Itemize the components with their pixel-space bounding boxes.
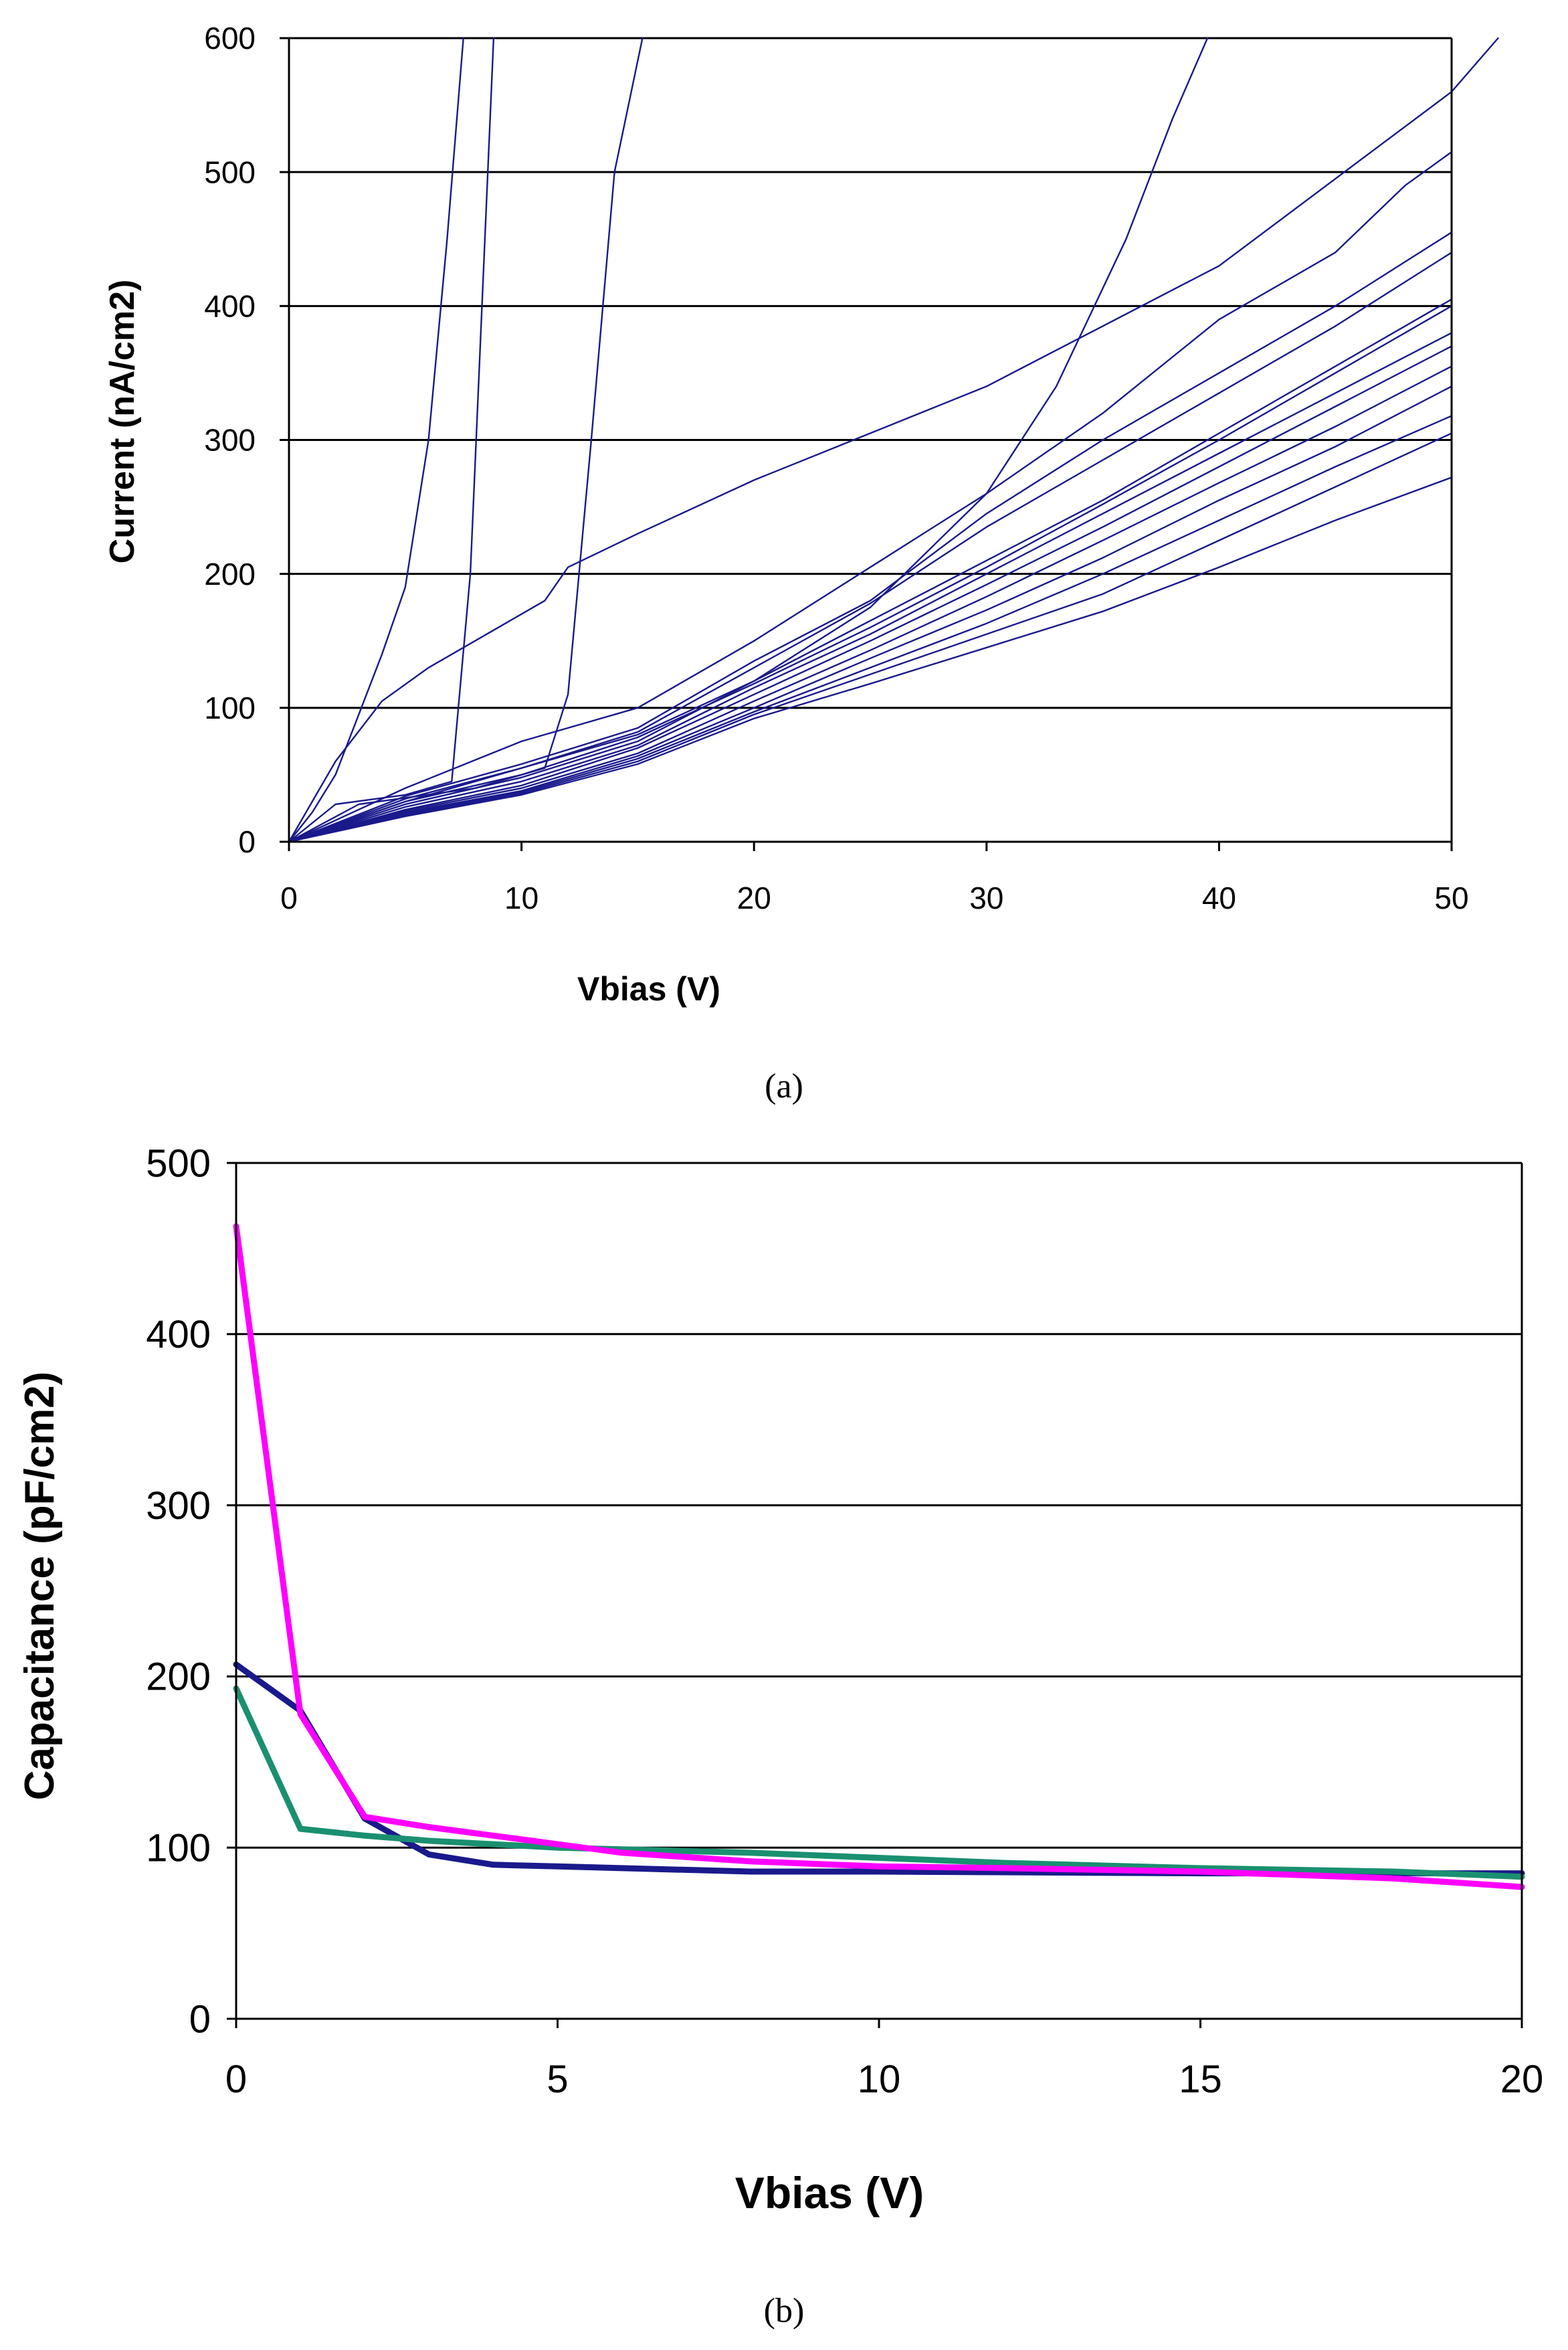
capacitance-y-tick-label-300: 300 [146, 1484, 211, 1528]
current-y-tick-label-100: 100 [204, 691, 256, 725]
current-x-tick-label-10: 10 [504, 881, 538, 915]
current-series-s2 [288, 37, 495, 843]
current-y-tick-label-0: 0 [238, 824, 256, 859]
current-y-tick-label-500: 500 [204, 155, 256, 189]
current-y-tick-label-300: 300 [204, 423, 256, 458]
current-x-tick-label-30: 30 [969, 881, 1003, 915]
current-series-s4 [288, 37, 1499, 843]
current-series-s13 [288, 365, 1453, 843]
current-chart-axes [280, 37, 1453, 851]
capacitance-y-tick-label-500: 500 [146, 1142, 211, 1185]
panel-a-label: (a) [765, 1067, 803, 1105]
capacitance-x-tick-label-10: 10 [858, 2058, 901, 2101]
current-series-s5 [288, 37, 1209, 843]
capacitance-chart-x-tick-labels: 0 5 10 15 20 [225, 2058, 1543, 2101]
capacitance-chart-series-group [233, 1223, 1525, 1890]
current-series-s6 [288, 151, 1453, 843]
capacitance-y-tick-label-100: 100 [146, 1827, 211, 1870]
current-series-s14 [288, 385, 1453, 843]
capacitance-series-green [233, 1685, 1525, 1880]
panel-b-label: (b) [764, 2292, 805, 2330]
capacitance-x-tick-label-20: 20 [1500, 2058, 1544, 2101]
current-x-tick-label-50: 50 [1434, 881, 1468, 915]
current-x-tick-label-20: 20 [737, 881, 771, 915]
capacitance-chart-y-tick-labels: 0 100 200 300 400 500 [146, 1142, 211, 2041]
capacitance-series-magenta [233, 1223, 1525, 1890]
capacitance-chart-panel: 0 100 200 300 400 500 0 5 10 15 20 Vbias (V) Capa… [17, 1142, 1543, 2330]
current-chart-y-tick-labels: 0 100 200 300 400 500 600 [204, 21, 256, 859]
capacitance-chart-y-axis-title: Capacitance (pF/cm2) [17, 1372, 63, 1801]
current-series-s17 [288, 476, 1453, 843]
current-series-s10 [288, 305, 1453, 843]
capacitance-x-tick-label-15: 15 [1179, 2058, 1222, 2101]
current-series-s9 [288, 298, 1453, 843]
capacitance-y-tick-label-200: 200 [146, 1655, 211, 1699]
current-series-s15 [288, 415, 1453, 843]
current-series-s1 [288, 37, 464, 843]
capacitance-chart-x-axis-title: Vbias (V) [735, 2168, 924, 2218]
current-y-tick-label-600: 600 [204, 21, 256, 56]
capacitance-y-tick-label-0: 0 [189, 1997, 211, 2041]
capacitance-chart-gridlines [236, 1162, 1522, 1849]
capacitance-chart-axes [227, 1162, 1523, 2028]
current-chart-y-axis-title: Current (nA/cm2) [103, 280, 142, 564]
current-y-tick-label-200: 200 [204, 557, 256, 592]
current-series-s12 [288, 345, 1453, 843]
current-series-s7 [288, 232, 1453, 843]
capacitance-y-tick-label-400: 400 [146, 1313, 211, 1356]
current-chart-x-tick-labels: 0 10 20 30 40 50 [280, 881, 1468, 915]
current-x-tick-label-40: 40 [1202, 881, 1236, 915]
capacitance-x-tick-label-0: 0 [225, 2058, 247, 2101]
current-series-s11 [288, 332, 1453, 843]
current-series-s16 [288, 432, 1453, 843]
current-chart-x-axis-title: Vbias (V) [577, 970, 720, 1008]
current-series-s8 [288, 252, 1453, 843]
current-chart-series-group [288, 37, 1499, 843]
capacitance-x-tick-label-5: 5 [547, 2058, 568, 2101]
current-x-tick-label-0: 0 [280, 881, 298, 915]
current-y-tick-label-400: 400 [204, 288, 256, 323]
current-chart-panel: 0 100 200 300 400 500 600 0 10 20 30 40 50 Vbias (V… [103, 21, 1499, 1105]
